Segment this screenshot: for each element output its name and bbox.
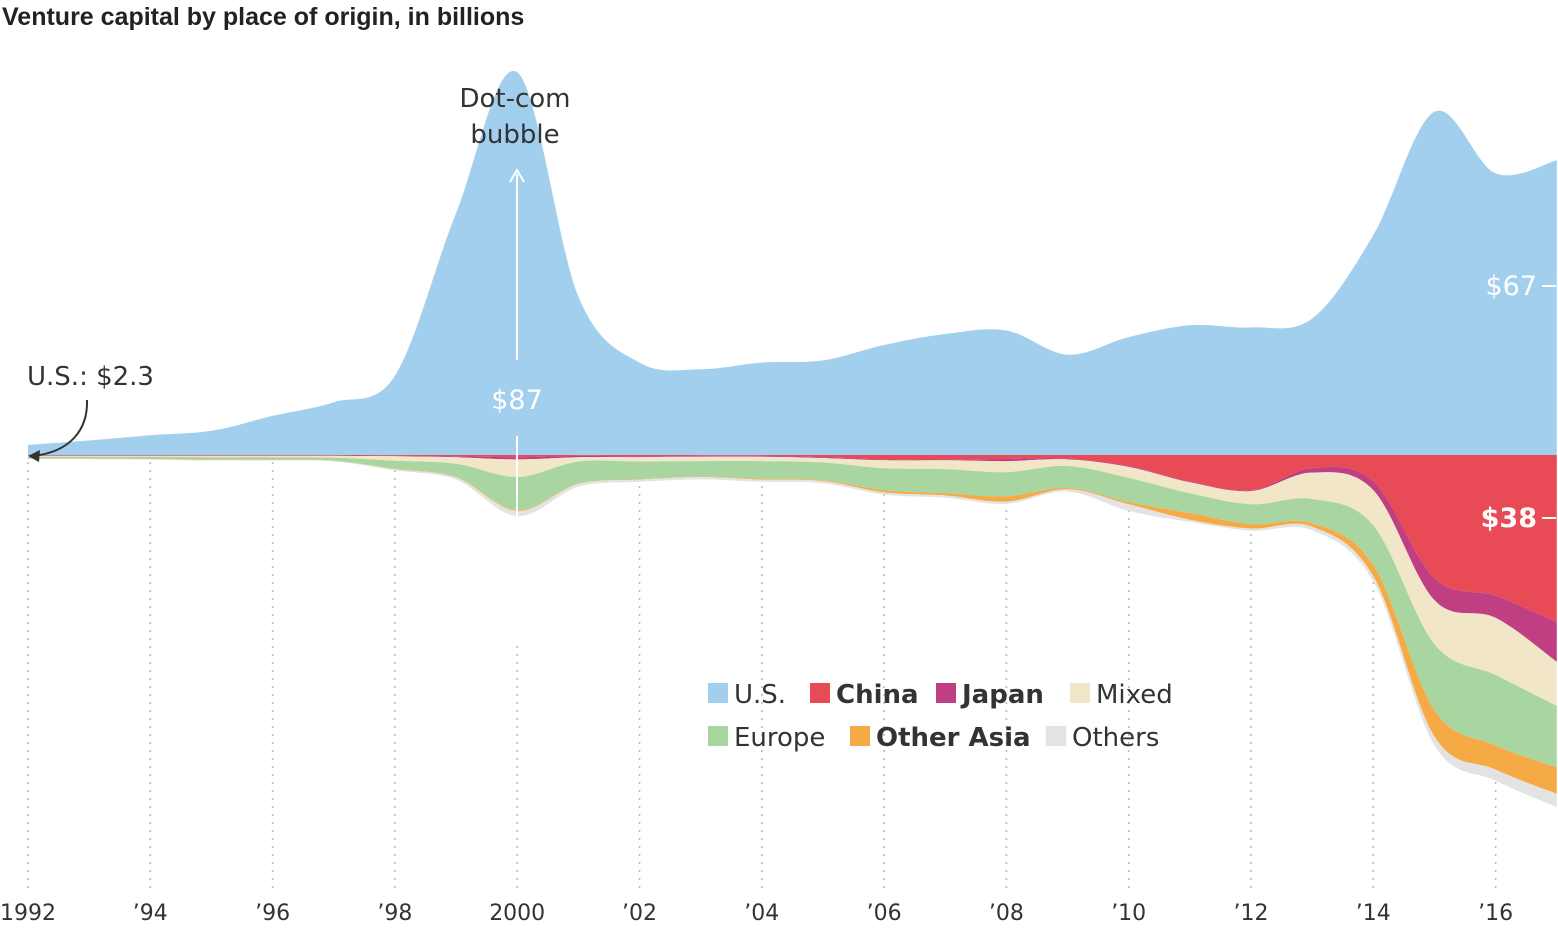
legend-swatch-china: [810, 683, 830, 703]
x-tick-label-2004: ’04: [744, 901, 779, 926]
china-2017-value: $38: [1481, 503, 1537, 534]
x-tick-label-2000: 2000: [489, 901, 545, 926]
legend-swatch-europe: [708, 726, 728, 746]
legend-label-other-asia: Other Asia: [876, 723, 1031, 753]
x-tick-label-2008: ’08: [989, 901, 1024, 926]
x-tick-label-2014: ’14: [1356, 901, 1391, 926]
x-tick-label-1996: ’96: [255, 901, 290, 926]
dotcom-label-line2: bubble: [470, 120, 559, 150]
legend-swatch-u-s: [708, 683, 728, 703]
legend-swatch-mixed: [1070, 683, 1090, 703]
us-1992-pointer: [32, 399, 89, 457]
legend-label-japan: Japan: [960, 680, 1044, 710]
dotcom-label-line1: Dot-com: [459, 84, 570, 114]
x-tick-label-1994: ’94: [133, 901, 168, 926]
x-tick-label-2006: ’06: [867, 901, 902, 926]
legend: U.S. China Japan Mixed Europe Other Asia Other…: [708, 680, 1173, 753]
area-europe: [28, 456, 1557, 768]
x-tick-label-2002: ’02: [622, 901, 657, 926]
legend-label-u-s: U.S.: [734, 680, 786, 710]
legend-label-china: China: [836, 680, 919, 710]
chart-title: Venture capital by place of origin, in b…: [2, 3, 524, 31]
dotcom-annotation: Dot-com bubble: [459, 84, 570, 150]
legend-label-europe: Europe: [734, 723, 825, 753]
x-tick-label-2012: ’12: [1234, 901, 1269, 926]
us-2000-measure: [509, 168, 525, 642]
x-tick-label-1998: ’98: [377, 901, 412, 926]
us-2017-value: $67: [1485, 271, 1537, 302]
legend-swatch-other-asia: [850, 726, 870, 746]
arrow-left-icon: [28, 450, 40, 462]
legend-swatch-others: [1046, 726, 1066, 746]
stream-areas: [28, 70, 1557, 807]
area-mixed: [28, 455, 1557, 706]
x-tick-label-1992: 1992: [0, 901, 56, 926]
area-china: [28, 455, 1557, 623]
area-u-s: [28, 70, 1557, 455]
legend-label-mixed: Mixed: [1096, 680, 1173, 710]
x-tick-label-2010: ’10: [1111, 901, 1146, 926]
arrow-down-icon: [509, 627, 525, 642]
x-axis-ticks: 1992 ’94 ’96 ’98 2000 ’02 ’04 ’06 ’08 ’10 ’12 ’14 ’1…: [0, 901, 1513, 926]
us-2000-value: $87: [491, 385, 543, 416]
us-1992-label: U.S.: $2.3: [27, 362, 154, 392]
legend-swatch-japan: [936, 683, 956, 703]
x-tick-label-2016: ’16: [1478, 901, 1513, 926]
arrow-up-icon: [509, 168, 525, 183]
legend-label-others: Others: [1072, 723, 1159, 753]
